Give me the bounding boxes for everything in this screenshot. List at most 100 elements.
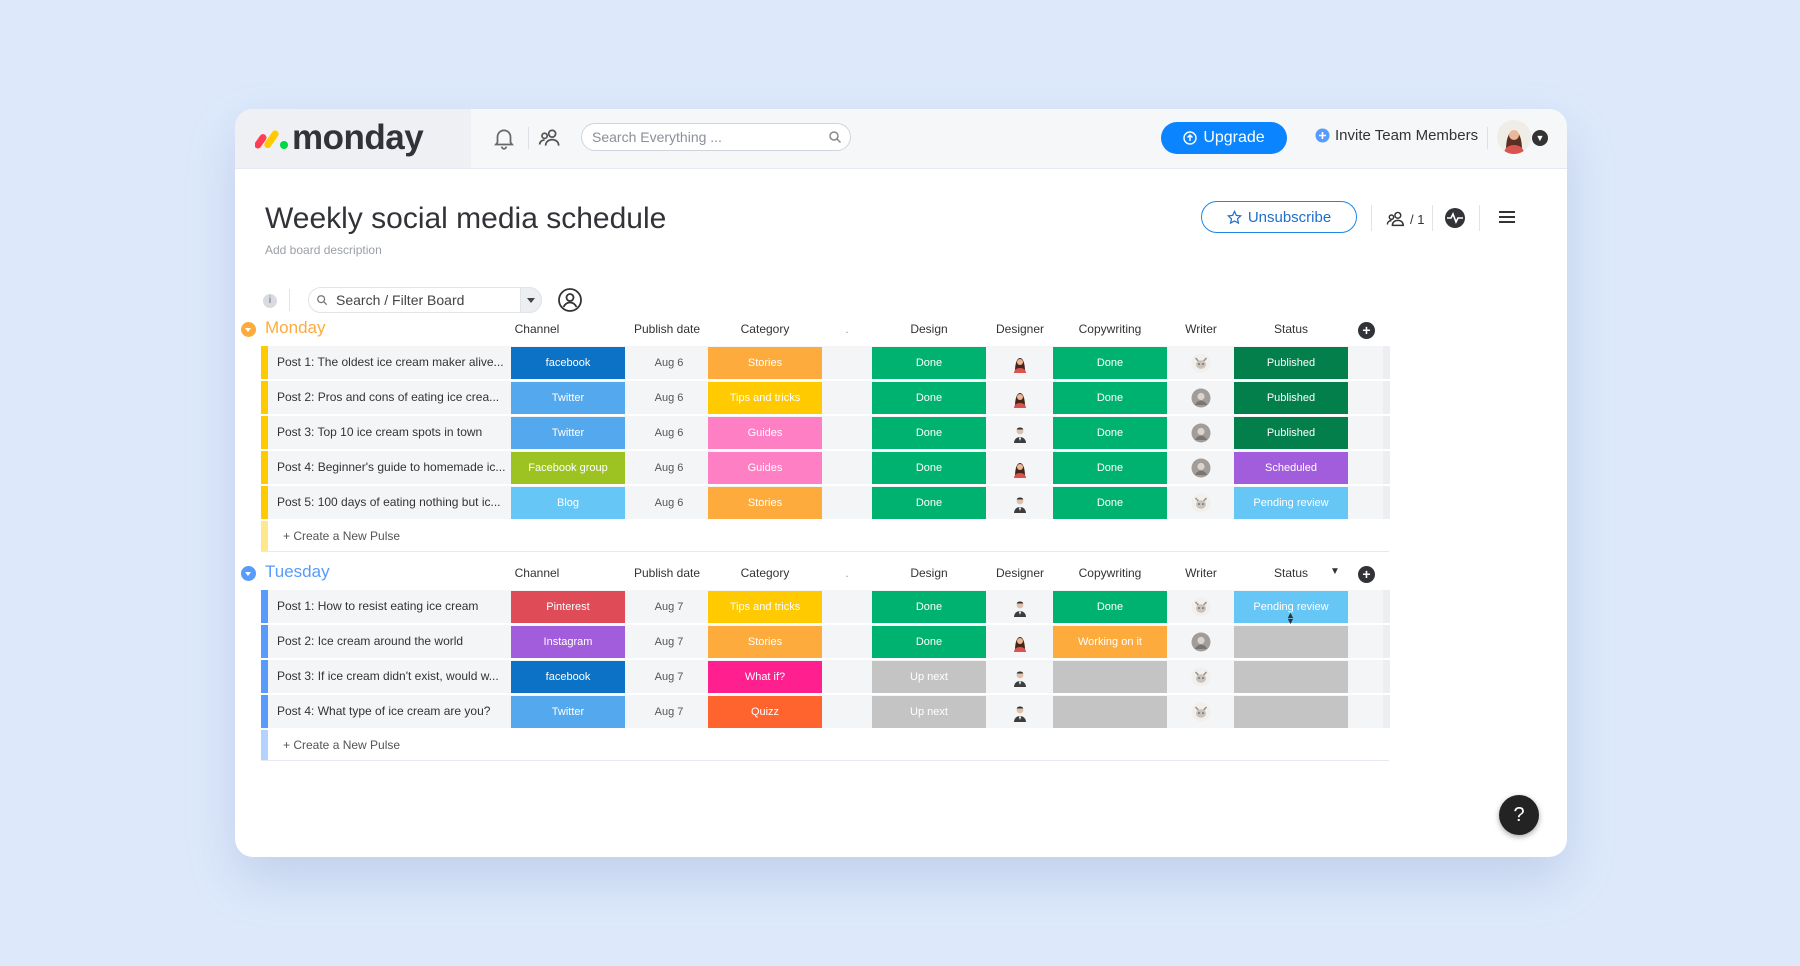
design-cell[interactable]: Done <box>872 487 986 519</box>
global-search[interactable] <box>581 123 851 151</box>
column-header-unnamed[interactable]: . <box>845 566 849 580</box>
create-new-pulse-label[interactable]: + Create a New Pulse <box>283 738 401 752</box>
copywriting-cell[interactable]: Done <box>1053 452 1167 484</box>
writer-cell[interactable] <box>1191 632 1211 652</box>
logo[interactable]: monday <box>235 109 471 168</box>
channel-cell[interactable]: Blog <box>511 487 625 519</box>
activity-icon[interactable] <box>1444 207 1466 229</box>
column-header-channel[interactable]: Channel <box>514 322 560 336</box>
column-header-status[interactable]: Status <box>1273 566 1309 580</box>
column-header-category[interactable]: Category <box>740 322 790 336</box>
add-column-button[interactable]: + <box>1358 322 1375 339</box>
column-header-unnamed[interactable]: . <box>845 322 849 336</box>
status-cell[interactable]: Scheduled <box>1234 452 1348 484</box>
pulse-name[interactable]: Post 4: Beginner's guide to homemade ic.… <box>277 460 506 474</box>
design-cell[interactable]: Done <box>872 382 986 414</box>
design-cell[interactable]: Done <box>872 591 986 623</box>
table-row[interactable]: Post 1: How to resist eating ice cream Pi… <box>261 590 1390 623</box>
column-header-writer[interactable]: Writer <box>1185 566 1217 580</box>
pulse-name[interactable]: Post 3: If ice cream didn't exist, would… <box>277 669 499 683</box>
info-icon[interactable]: i <box>263 294 277 308</box>
add-column-button[interactable]: + <box>1358 566 1375 583</box>
copywriting-cell[interactable]: Working on it <box>1053 626 1167 658</box>
publish-date-cell[interactable]: Aug 7 <box>654 671 684 683</box>
category-cell[interactable]: Guides <box>708 417 822 449</box>
people-icon[interactable] <box>537 125 563 151</box>
category-cell[interactable]: What if? <box>708 661 822 693</box>
design-cell[interactable]: Done <box>872 347 986 379</box>
publish-date-cell[interactable]: Aug 6 <box>654 427 684 439</box>
pulse-name[interactable]: Post 5: 100 days of eating nothing but i… <box>277 495 501 509</box>
writer-cell[interactable] <box>1191 458 1211 478</box>
column-header-design[interactable]: Design <box>910 566 948 580</box>
column-header-status[interactable]: Status <box>1273 322 1309 336</box>
group-title[interactable]: Monday <box>265 318 326 337</box>
designer-cell[interactable] <box>1010 388 1030 408</box>
create-new-pulse-label[interactable]: + Create a New Pulse <box>283 529 401 543</box>
status-cell[interactable]: Published <box>1234 347 1348 379</box>
filter-board-input[interactable] <box>336 292 506 308</box>
designer-cell[interactable] <box>1010 702 1030 722</box>
writer-cell[interactable] <box>1191 353 1211 373</box>
column-header-publish-date[interactable]: Publish date <box>633 566 701 580</box>
channel-cell[interactable]: Facebook group <box>511 452 625 484</box>
copywriting-cell[interactable]: Done <box>1053 382 1167 414</box>
designer-cell[interactable] <box>1010 423 1030 443</box>
pulse-name[interactable]: Post 1: How to resist eating ice cream <box>277 599 479 613</box>
user-avatar[interactable] <box>1497 120 1531 154</box>
column-header-category[interactable]: Category <box>740 566 790 580</box>
pulse-name[interactable]: Post 3: Top 10 ice cream spots in town <box>277 425 483 439</box>
design-cell[interactable]: Up next <box>872 661 986 693</box>
status-cell[interactable] <box>1234 626 1348 658</box>
channel-cell[interactable]: facebook <box>511 661 625 693</box>
channel-cell[interactable]: facebook <box>511 347 625 379</box>
category-cell[interactable]: Tips and tricks <box>708 382 822 414</box>
person-filter-icon[interactable] <box>557 287 583 313</box>
category-cell[interactable]: Stories <box>708 626 822 658</box>
design-cell[interactable]: Done <box>872 417 986 449</box>
table-row[interactable]: Post 3: If ice cream didn't exist, would… <box>261 660 1390 693</box>
publish-date-cell[interactable]: Aug 7 <box>654 706 684 718</box>
board-description[interactable]: Add board description <box>265 243 382 257</box>
category-cell[interactable]: Stories <box>708 487 822 519</box>
status-cell[interactable] <box>1234 696 1348 728</box>
table-row[interactable]: Post 1: The oldest ice cream maker alive… <box>261 346 1390 379</box>
designer-cell[interactable] <box>1010 458 1030 478</box>
table-row[interactable]: Post 4: What type of ice cream are you? T… <box>261 695 1390 728</box>
create-new-pulse-row[interactable]: + Create a New Pulse <box>261 730 1389 761</box>
copywriting-cell[interactable]: Done <box>1053 487 1167 519</box>
invite-team-members-button[interactable]: Invite Team Members <box>1315 127 1478 144</box>
table-row[interactable]: Post 2: Pros and cons of eating ice crea… <box>261 381 1390 414</box>
pulse-name[interactable]: Post 2: Pros and cons of eating ice crea… <box>277 390 500 404</box>
account-dropdown-icon[interactable]: ▼ <box>1532 130 1548 146</box>
status-cell[interactable]: Pending review <box>1234 591 1348 623</box>
writer-cell[interactable] <box>1191 388 1211 408</box>
table-row[interactable]: Post 3: Top 10 ice cream spots in town Tw… <box>261 416 1390 449</box>
copywriting-cell[interactable]: Done <box>1053 591 1167 623</box>
designer-cell[interactable] <box>1010 353 1030 373</box>
category-cell[interactable]: Tips and tricks <box>708 591 822 623</box>
help-button[interactable]: ? <box>1499 795 1539 835</box>
pulse-name[interactable]: Post 2: Ice cream around the world <box>277 634 464 648</box>
filter-dropdown-button[interactable] <box>520 287 542 313</box>
writer-cell[interactable] <box>1191 423 1211 443</box>
design-cell[interactable]: Done <box>872 452 986 484</box>
collapse-toggle-icon[interactable] <box>241 566 256 581</box>
create-new-pulse-row[interactable]: + Create a New Pulse <box>261 521 1389 552</box>
collapse-toggle-icon[interactable] <box>241 322 256 337</box>
filter-board[interactable] <box>308 287 542 313</box>
table-row[interactable]: Post 5: 100 days of eating nothing but i… <box>261 486 1390 519</box>
bell-icon[interactable] <box>491 125 517 151</box>
upgrade-button[interactable]: Upgrade <box>1161 122 1287 154</box>
sort-arrows-icon[interactable]: ▲ ▼ <box>1286 610 1295 626</box>
channel-cell[interactable]: Pinterest <box>511 591 625 623</box>
pulse-name[interactable]: Post 4: What type of ice cream are you? <box>277 704 491 718</box>
status-cell[interactable] <box>1234 661 1348 693</box>
designer-cell[interactable] <box>1010 667 1030 687</box>
design-cell[interactable]: Done <box>872 626 986 658</box>
unsubscribe-button[interactable]: Unsubscribe <box>1201 201 1357 233</box>
table-row[interactable]: Post 2: Ice cream around the world Instag… <box>261 625 1390 658</box>
copywriting-cell[interactable]: Done <box>1053 347 1167 379</box>
designer-cell[interactable] <box>1010 632 1030 652</box>
status-cell[interactable]: Pending review <box>1234 487 1348 519</box>
